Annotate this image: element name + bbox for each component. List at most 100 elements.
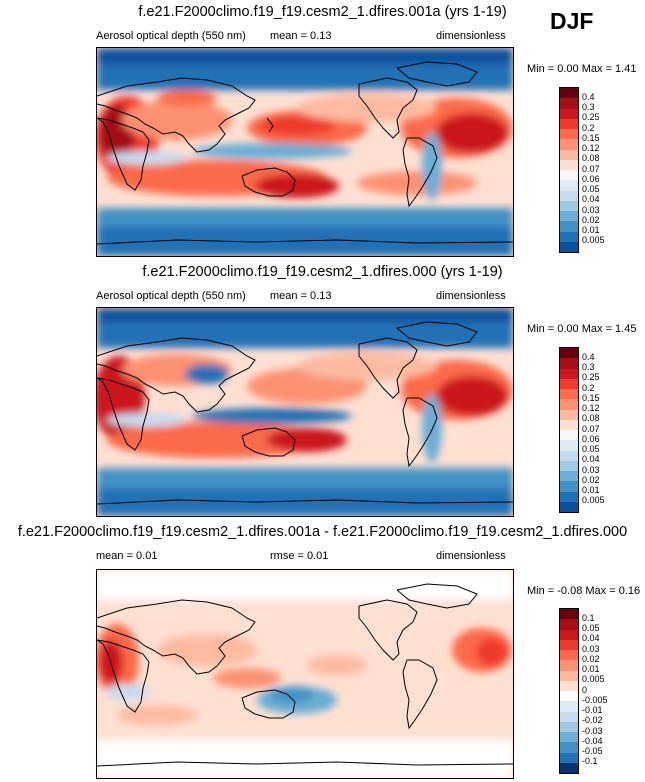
panel-1-colorbar-label: 0.4: [582, 91, 595, 102]
panel-3-colorbar-swatch: [560, 742, 578, 753]
panel-2-colorbar-label: 0.01: [582, 485, 600, 495]
panel-2-colorbar-label: 0.12: [582, 403, 600, 413]
panel-2-colorbar-swatch: [560, 409, 578, 420]
panel-2-colorbar-swatch: [560, 501, 578, 512]
panel-3-colorbar-label: 0.02: [582, 653, 600, 664]
panel-1-colorbar-swatch: [560, 200, 578, 211]
panel-3-map: [96, 569, 514, 779]
panel-3-units-label: dimensionless: [436, 550, 506, 562]
panel-1-colorbar-label: 0.2: [582, 122, 595, 133]
panel-3-colorbar-label: 0.01: [582, 664, 600, 674]
panel-2-colorbar-swatch: [560, 460, 578, 471]
panel-1-minmax-label: Min = 0.00 Max = 1.41: [527, 63, 637, 75]
panel-2-mean-label: mean = 0.13: [270, 290, 332, 302]
panel-3-colorbar-label: 0.04: [582, 633, 600, 644]
panel-3-minmax-label: Min = -0.08 Max = 0.16: [527, 585, 641, 597]
panel-1-mean-label: mean = 0.13: [270, 30, 332, 42]
panel-1-colorbar: [559, 87, 579, 253]
panel-3-colorbar-swatch: [560, 701, 578, 712]
panel-1-title: f.e21.F2000climo.f19_f19.cesm2_1.dfires.…: [138, 4, 507, 20]
panel-2-colorbar-swatch: [560, 491, 578, 502]
panel-2-colorbar-swatch: [560, 378, 578, 389]
panel-3-mean-label: mean = 0.01: [96, 550, 158, 562]
panel-3-colorbar-swatch: [560, 762, 578, 773]
panel-2-colorbar-swatch: [560, 471, 578, 482]
panel-1-colorbar-label: 0.25: [582, 112, 600, 123]
season-label: DJF: [550, 8, 594, 34]
panel-2-colorbar-swatch: [560, 440, 578, 451]
panel-2-colorbar-label: 0.05: [582, 444, 600, 454]
panel-3-colorbar-label: 0.1: [582, 612, 595, 623]
panel-1-colorbar-swatch: [560, 139, 578, 150]
panel-1-colorbar-swatch: [560, 221, 578, 232]
panel-1-colorbar-label: 0.005: [582, 235, 605, 246]
panel-2-colorbar-label: 0.4: [582, 351, 595, 362]
panel-1-colorbar-swatch: [560, 241, 578, 252]
panel-1-colorbar-label: 0.06: [582, 173, 600, 184]
panel-3-colorbar-swatch: [560, 650, 578, 661]
panel-2-colorbar-label: 0.04: [582, 454, 600, 465]
panel-2-colorbar-label: 0.07: [582, 423, 600, 434]
panel-1-colorbar-label: 0.07: [582, 163, 600, 174]
panel-2-colorbar-swatch: [560, 430, 578, 441]
panel-2-variable-label: Aerosol optical depth (550 nm): [96, 290, 246, 302]
panel-3-colorbar-label: 0.03: [582, 643, 600, 654]
panel-3-colorbar-swatch: [560, 721, 578, 732]
panel-3-colorbar: [559, 608, 579, 774]
panel-2-colorbar-label: 0.06: [582, 433, 600, 444]
panel-3-colorbar-swatch: [560, 732, 578, 743]
panel-3-colorbar-label: 0: [582, 684, 588, 695]
panel-2-colorbar-swatch: [560, 358, 578, 369]
panel-1-colorbar-swatch: [560, 159, 578, 170]
panel-2-colorbar-swatch: [560, 481, 578, 492]
panel-1-colorbar-label: 0.04: [582, 194, 600, 205]
panel-3-colorbar-swatch: [560, 752, 578, 763]
panel-3-colorbar-label: -0.005: [582, 694, 608, 705]
panel-1-units-label: dimensionless: [436, 30, 506, 42]
panel-3-colorbar-swatch: [560, 619, 578, 630]
panel-1-colorbar-label: 0.05: [582, 184, 600, 194]
panel-1-colorbar-label: 0.03: [582, 204, 600, 215]
panel-3-colorbar-swatch: [560, 711, 578, 722]
panel-3-colorbar-swatch: [560, 670, 578, 681]
panel-2-units-label: dimensionless: [436, 290, 506, 302]
panel-3-colorbar-swatch: [560, 609, 578, 620]
panel-2-minmax-label: Min = 0.00 Max = 1.45: [527, 323, 637, 335]
panel-1-colorbar-swatch: [560, 190, 578, 201]
panel-2-colorbar-swatch: [560, 368, 578, 379]
panel-2-colorbar-swatch: [560, 399, 578, 410]
panel-1-colorbar-swatch: [560, 98, 578, 109]
panel-3-colorbar-label: -0.01: [582, 705, 603, 715]
panel-3-colorbar-swatch: [560, 639, 578, 650]
panel-3-colorbar-label: 0.05: [582, 623, 600, 633]
panel-3-colorbar-label: -0.02: [582, 715, 603, 726]
panel-3-colorbar-swatch: [560, 691, 578, 702]
panel-2-colorbar-label: 0.25: [582, 372, 600, 383]
panel-2-colorbar-label: 0.08: [582, 413, 600, 424]
panel-1-variable-label: Aerosol optical depth (550 nm): [96, 30, 246, 42]
panel-2-map: [96, 307, 514, 517]
panel-2-colorbar-swatch: [560, 450, 578, 461]
panel-1-colorbar-label: 0.15: [582, 132, 600, 143]
panel-1-colorbar-label: 0.08: [582, 153, 600, 164]
panel-3-colorbar-label: -0.04: [582, 735, 603, 746]
panel-1-colorbar-swatch: [560, 88, 578, 99]
panel-3-colorbar-label: -0.03: [582, 725, 603, 736]
panel-2-colorbar-label: 0.03: [582, 464, 600, 475]
panel-3-colorbar-label: 0.005: [582, 674, 605, 685]
panel-3-rmse-label: rmse = 0.01: [270, 550, 329, 562]
panel-1-colorbar-swatch: [560, 170, 578, 181]
panel-2-title: f.e21.F2000climo.f19_f19.cesm2_1.dfires.…: [142, 264, 503, 280]
panel-1-colorbar-label: 0.01: [582, 225, 600, 235]
panel-1-colorbar-swatch: [560, 149, 578, 160]
panel-1-colorbar-label: 0.02: [582, 214, 600, 225]
panel-2-colorbar-swatch: [560, 348, 578, 359]
panel-1-colorbar-swatch: [560, 108, 578, 119]
panel-3-colorbar-swatch: [560, 629, 578, 640]
panel-3-colorbar-label: -0.1: [582, 756, 598, 767]
panel-2-colorbar-label: 0.3: [582, 362, 595, 372]
panel-1-colorbar-swatch: [560, 231, 578, 242]
panel-3-colorbar-swatch: [560, 660, 578, 671]
panel-2-colorbar-swatch: [560, 419, 578, 430]
panel-2-colorbar-label: 0.15: [582, 392, 600, 403]
